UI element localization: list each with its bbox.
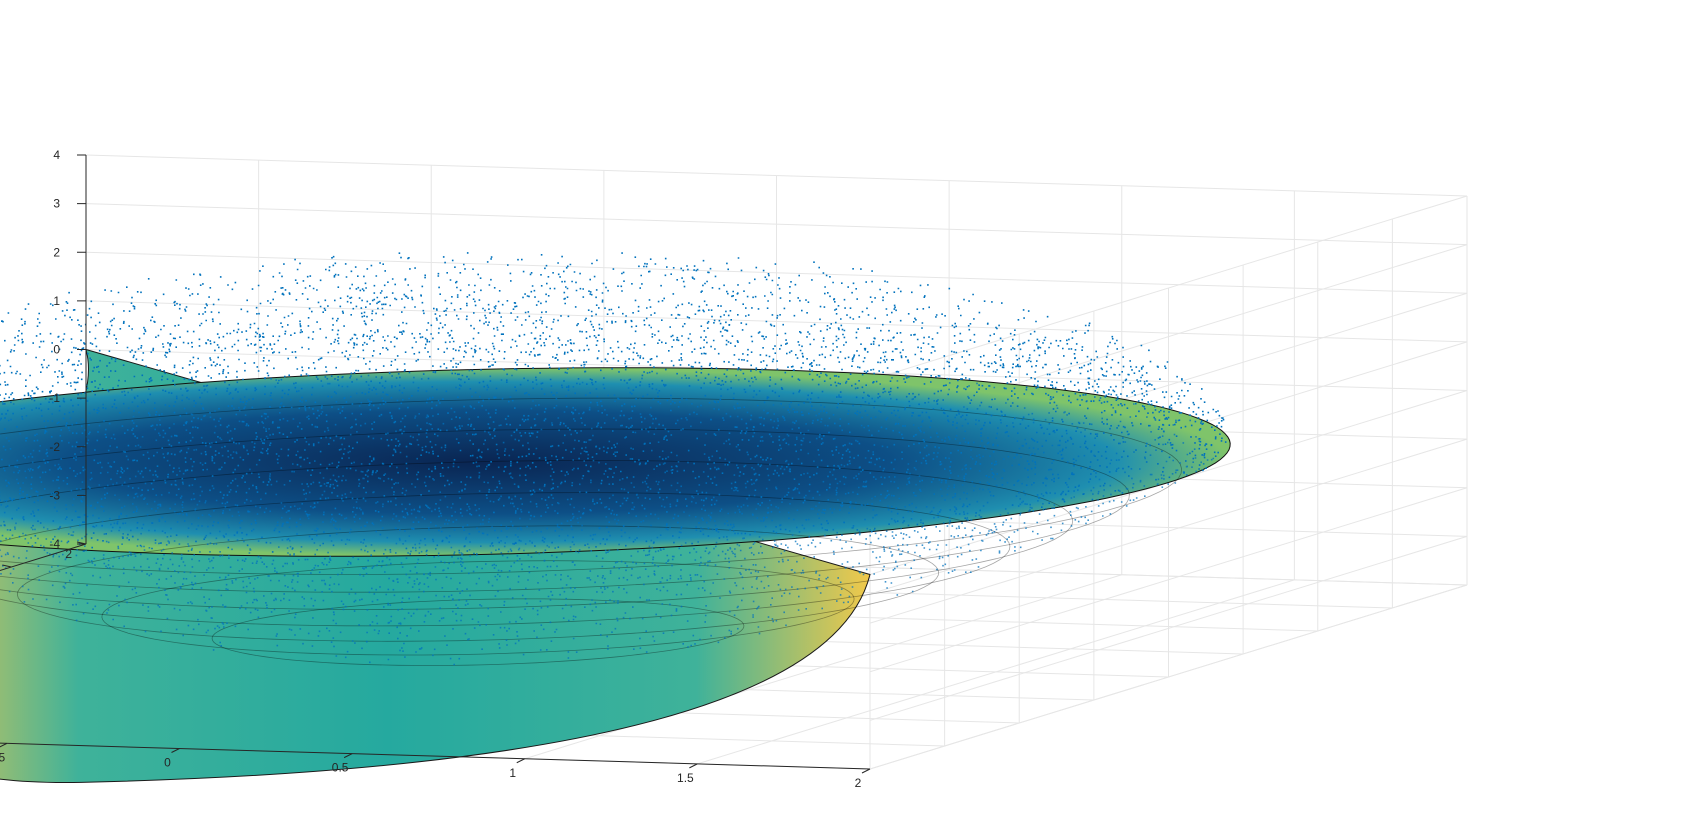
surface-mesh-ring <box>211 598 745 666</box>
surface-mesh-ring <box>0 459 1074 610</box>
surface-mesh-ring <box>16 525 940 642</box>
y-tick-mark <box>2 564 12 568</box>
scatter-points <box>0 252 1227 666</box>
z-tick-label: 0 <box>53 343 60 357</box>
surface-mesh-ring <box>0 397 1183 575</box>
x-tick-mark <box>861 768 871 774</box>
x-tick-mark <box>343 753 353 759</box>
x-tick-label: 1 <box>509 766 516 780</box>
grid-line <box>869 195 1468 381</box>
grid-line <box>85 203 1468 246</box>
axes <box>0 154 871 774</box>
grid-line <box>869 438 1468 624</box>
scatter-points-below-rim <box>0 369 1215 666</box>
z-tick-label: -3 <box>49 488 60 502</box>
grid-line <box>869 487 1468 673</box>
z-tick-label: 2 <box>53 245 60 259</box>
surface-inner-bowl <box>0 367 1231 557</box>
z-tick-label: -2 <box>49 440 60 454</box>
y-tick-label: 2 <box>65 547 72 561</box>
surface-mesh-ring <box>0 492 1011 627</box>
x-tick-label: 0.5 <box>332 761 349 775</box>
x-tick-label: 2 <box>855 776 862 790</box>
x-tick-label: 0 <box>164 756 171 770</box>
x-tick-mark <box>516 758 525 764</box>
x-tick-mark <box>689 763 698 769</box>
surface-mesh-ring <box>101 560 855 656</box>
grid-line <box>85 154 1468 197</box>
z-tick-label: -4 <box>49 537 60 551</box>
tick-labels: -2-1.5-1-0.500.511.52-2-1.5-1-0.500.511.… <box>0 148 862 790</box>
grid-line <box>869 584 1468 770</box>
grid-line <box>869 535 1468 721</box>
z-tick-label: -1 <box>49 391 60 405</box>
scatter-points-above-rim <box>0 252 1227 557</box>
z-tick-label: 1 <box>53 294 60 308</box>
x-tick-mark <box>171 748 180 753</box>
x-tick-label: -0.5 <box>0 750 6 764</box>
x-tick-label: 1.5 <box>677 771 694 785</box>
x-tick-mark <box>0 742 8 748</box>
grid-line <box>85 300 1468 343</box>
z-tick-label: 3 <box>53 197 60 211</box>
grid-line <box>85 251 1468 294</box>
z-tick-label: 4 <box>53 148 60 162</box>
surface-mesh-ring <box>0 428 1130 593</box>
surface <box>0 348 1231 783</box>
